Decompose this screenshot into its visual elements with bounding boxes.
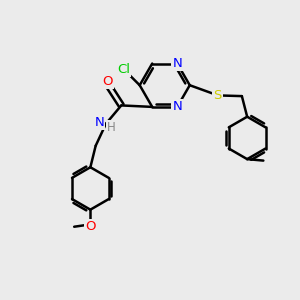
- Text: N: N: [172, 100, 182, 113]
- Text: H: H: [107, 121, 116, 134]
- Text: O: O: [102, 75, 113, 88]
- Text: O: O: [85, 220, 96, 233]
- Text: Cl: Cl: [117, 62, 130, 76]
- Text: S: S: [214, 89, 222, 102]
- Text: N: N: [94, 116, 104, 129]
- Text: N: N: [172, 57, 182, 70]
